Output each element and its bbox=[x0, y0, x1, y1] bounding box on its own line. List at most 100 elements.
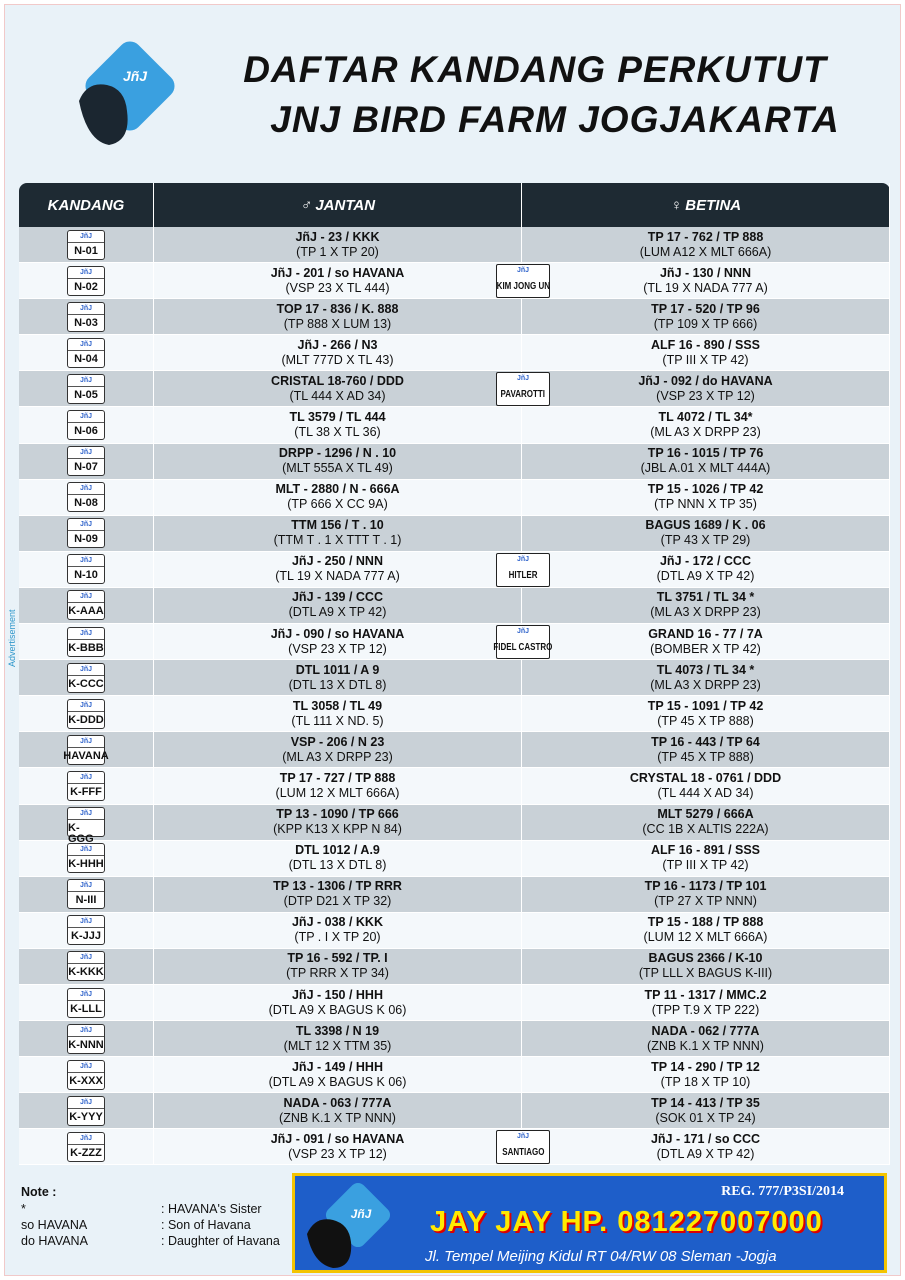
jantan-parents: (TL 444 X AD 34) bbox=[289, 388, 386, 403]
betina-parents: (DTL A9 X TP 42) bbox=[656, 1146, 755, 1161]
tag-name: KIM JONG UN bbox=[496, 281, 550, 293]
table-row: JñJ N-07 DRPP - 1296 / N . 10 (MLT 555A X T… bbox=[19, 443, 890, 480]
betina-parents: (TP 27 X TP NNN) bbox=[654, 894, 757, 909]
plate: JñJ K-LLL bbox=[67, 987, 105, 1018]
jantan-parents: (VSP 23 X TP 12) bbox=[288, 641, 387, 656]
cell-kandang: JñJ N-07 bbox=[19, 443, 154, 479]
note-key: * bbox=[21, 1202, 26, 1216]
cell-jantan: JñJ - 139 / CCC (DTL A9 X TP 42) bbox=[154, 587, 522, 624]
betina-name: ALF 16 - 890 / SSS bbox=[650, 337, 761, 352]
betina-name: GRAND 16 - 77 / 7A bbox=[648, 626, 763, 641]
cell-jantan: JñJ - 201 / so HAVANA (VSP 23 X TL 444) bbox=[154, 263, 522, 299]
jantan-name: CRISTAL 18-760 / DDD bbox=[271, 373, 404, 388]
note-item: so HAVANA: Son of Havana bbox=[21, 1218, 280, 1234]
note-text: : HAVANA's Sister bbox=[161, 1202, 262, 1216]
betina-name: TP 17 - 762 / TP 888 bbox=[647, 229, 764, 244]
cell-betina: TP 15 - 1091 / TP 42 (TP 45 X TP 888) bbox=[522, 696, 890, 732]
cell-betina: JñJ SANTIAGO JñJ - 171 / so CCC (DTL A9 X T… bbox=[496, 1129, 890, 1165]
banner: JñJ REG. 777/P3SI/2014 JAY JAY HP. 08122… bbox=[292, 1173, 887, 1273]
betina-name: TP 16 - 1015 / TP 76 bbox=[647, 446, 764, 461]
cell-betina: TP 17 - 762 / TP 888 (LUM A12 X MLT 666A) bbox=[522, 227, 890, 263]
jantan-name: DRPP - 1296 / N . 10 bbox=[278, 446, 397, 461]
betina-parents: (ML A3 X DRPP 23) bbox=[650, 677, 761, 692]
cell-jantan: CRISTAL 18-760 / DDD (TL 444 X AD 34) bbox=[154, 371, 522, 407]
plate-brand: JñJ bbox=[68, 844, 104, 857]
betina-parents: (TP 18 X TP 10) bbox=[660, 1074, 751, 1089]
table-row: JñJ N-08 MLT - 2880 / N - 666A (TP 666 X CC… bbox=[19, 479, 890, 516]
betina-parents: (BOMBER X TP 42) bbox=[650, 641, 761, 656]
notes: Note : * : HAVANA's Sister so HAVANA: Son … bbox=[21, 1185, 280, 1250]
plate: JñJ N-01 bbox=[67, 229, 105, 260]
cell-betina: BAGUS 1689 / K . 06 (TP 43 X TP 29) bbox=[522, 515, 890, 551]
cell-jantan: TOP 17 - 836 / K. 888 (TP 888 X LUM 13) bbox=[154, 299, 522, 335]
cell-kandang: JñJ N-05 bbox=[19, 371, 154, 407]
jantan-parents: (TL 38 X TL 36) bbox=[294, 425, 381, 440]
plate-code: HAVANA bbox=[63, 749, 109, 762]
cell-betina: TL 4072 / TL 34* (ML A3 X DRPP 23) bbox=[522, 407, 890, 443]
cell-jantan: TP 17 - 727 / TP 888 (LUM 12 X MLT 666A) bbox=[154, 768, 522, 804]
plate: JñJ N-06 bbox=[67, 410, 105, 441]
plate-code: N-10 bbox=[74, 569, 98, 582]
jantan-parents: (MLT 555A X TL 49) bbox=[282, 461, 393, 476]
cell-betina: TP 17 - 520 / TP 96 (TP 109 X TP 666) bbox=[522, 299, 890, 335]
plate-code: K-AAA bbox=[68, 605, 104, 618]
plate: JñJ K-JJJ bbox=[67, 915, 105, 946]
table-row: JñJ K-DDD TL 3058 / TL 49 (TL 111 X ND. 5) T… bbox=[19, 696, 890, 733]
plate-code: K-FFF bbox=[70, 785, 102, 798]
cell-betina: MLT 5279 / 666A (CC 1B X ALTIS 222A) bbox=[522, 804, 890, 840]
cell-jantan: JñJ - 091 / so HAVANA (VSP 23 X TP 12) bbox=[154, 1129, 522, 1165]
betina-parents: (JBL A.01 X MLT 444A) bbox=[640, 461, 771, 476]
plate: JñJ K-FFF bbox=[67, 770, 105, 801]
logo-text: JñJ bbox=[123, 68, 148, 84]
cell-kandang: JñJ HAVANA bbox=[19, 732, 154, 768]
plate-code: K-XXX bbox=[69, 1074, 103, 1087]
jantan-parents: (TP RRR X TP 34) bbox=[286, 966, 389, 981]
plate-code: N-01 bbox=[74, 244, 98, 257]
plate-code: N-05 bbox=[74, 388, 98, 401]
betina-name: TP 17 - 520 / TP 96 bbox=[651, 301, 760, 316]
betina-name: BAGUS 2366 / K-10 bbox=[648, 951, 763, 966]
cell-betina: CRYSTAL 18 - 0761 / DDD (TL 444 X AD 34) bbox=[522, 768, 890, 804]
plate: JñJ N-10 bbox=[67, 554, 105, 585]
cell-kandang: JñJ N-III bbox=[19, 876, 154, 912]
plate-code: K-JJJ bbox=[71, 930, 101, 943]
side-text: Advertisement bbox=[7, 609, 17, 667]
plate: JñJ HAVANA bbox=[63, 734, 109, 765]
table-row: JñJ K-ZZZ JñJ - 091 / so HAVANA (VSP 23 X T… bbox=[19, 1129, 890, 1166]
betina-parents: (TL 444 X AD 34) bbox=[657, 785, 754, 800]
cell-kandang: JñJ N-09 bbox=[19, 515, 154, 551]
plate-brand: JñJ bbox=[68, 447, 104, 460]
tag-brand: JñJ bbox=[516, 375, 530, 383]
plate: JñJ K-DDD bbox=[67, 698, 105, 729]
betina-name: TP 15 - 1091 / TP 42 bbox=[647, 698, 764, 713]
cell-betina: TP 16 - 443 / TP 64 (TP 45 X TP 888) bbox=[522, 732, 890, 768]
cell-kandang: JñJ K-KKK bbox=[19, 948, 154, 984]
plate-brand: JñJ bbox=[68, 772, 104, 784]
jantan-parents: (ZNB K.1 X TP NNN) bbox=[279, 1110, 396, 1125]
plate-brand: JñJ bbox=[68, 591, 104, 604]
plate-brand: JñJ bbox=[68, 411, 104, 424]
tag-name: HITLER bbox=[508, 569, 538, 581]
betina-name: TL 3751 / TL 34 * bbox=[656, 590, 755, 605]
plate-code: N-02 bbox=[74, 280, 98, 293]
plate: JñJ K-BBB bbox=[67, 626, 105, 657]
table-row: JñJ N-06 TL 3579 / TL 444 (TL 38 X TL 36) TL… bbox=[19, 407, 890, 444]
note-item: do HAVANA: Daughter of Havana bbox=[21, 1234, 280, 1250]
plate-code: K-LLL bbox=[70, 1002, 102, 1015]
betina-name: TP 14 - 413 / TP 35 bbox=[651, 1095, 760, 1110]
betina-parents: (TP III X TP 42) bbox=[662, 858, 749, 873]
jantan-parents: (DTL A9 X TP 42) bbox=[288, 605, 387, 620]
notes-title: Note : bbox=[21, 1185, 57, 1199]
cell-kandang: JñJ K-ZZZ bbox=[19, 1129, 154, 1165]
cell-betina: TL 4073 / TL 34 * (ML A3 X DRPP 23) bbox=[522, 660, 890, 696]
jantan-name: DTL 1012 / A.9 bbox=[295, 843, 380, 858]
plate-brand: JñJ bbox=[68, 700, 104, 712]
plate: JñJ N-07 bbox=[67, 446, 105, 477]
cell-kandang: JñJ N-03 bbox=[19, 299, 154, 335]
plate: JñJ K-CCC bbox=[67, 662, 105, 693]
plate: JñJ K-AAA bbox=[67, 590, 105, 621]
cell-betina: TP 16 - 1173 / TP 101 (TP 27 X TP NNN) bbox=[522, 876, 890, 912]
note-key: so HAVANA bbox=[21, 1218, 88, 1232]
plate-brand: JñJ bbox=[68, 952, 104, 965]
table-row: JñJ N-10 JñJ - 250 / NNN (TL 19 X NADA 777 … bbox=[19, 551, 890, 588]
